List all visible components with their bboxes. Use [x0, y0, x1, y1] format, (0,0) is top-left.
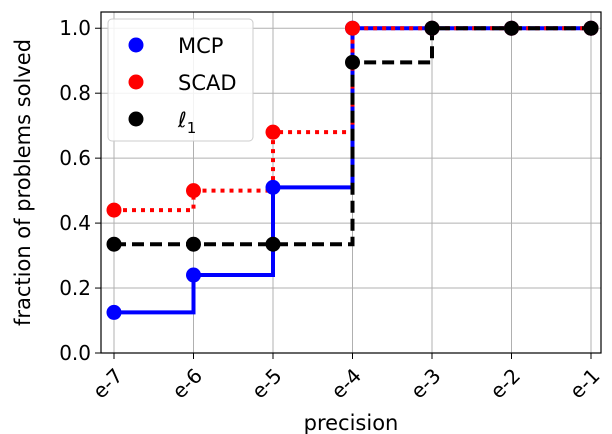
data-point-1: [106, 202, 122, 218]
x-tick-label: e-1: [565, 364, 605, 404]
data-point-2: [583, 20, 599, 36]
x-tick-label: e-4: [326, 364, 366, 404]
y-ticks: 0.0 0.2 0.4 0.6 0.8 1.0: [59, 16, 101, 365]
y-tick-label: 0.4: [59, 211, 91, 235]
legend-label: ℓ1: [177, 108, 196, 137]
data-point-0: [106, 304, 122, 320]
series-points: [106, 20, 599, 320]
legend-marker: [128, 37, 144, 53]
legend-box: [107, 18, 254, 142]
data-point-1: [345, 20, 360, 36]
legend-label: MCP: [178, 34, 223, 58]
x-ticks: e-7 e-6 e-5 e-4 e-3 e-2 e-1: [88, 353, 605, 403]
legend-label: SCAD: [178, 71, 237, 95]
y-tick-label: 1.0: [59, 16, 91, 40]
x-tick-label: e-6: [167, 364, 207, 404]
data-point-2: [504, 20, 519, 36]
x-tick-label: e-5: [247, 364, 287, 404]
plot-frame: [100, 11, 602, 354]
x-tick-label: e-3: [406, 364, 446, 404]
y-tick-label: 0.0: [59, 341, 91, 365]
y-tick-label: 0.2: [59, 276, 91, 300]
data-point-2: [106, 236, 122, 252]
y-tick-label: 0.8: [59, 81, 91, 105]
data-point-2: [345, 54, 360, 70]
legend: MCP SCAD ℓ1: [107, 18, 254, 142]
data-point-2: [424, 20, 440, 36]
data-point-1: [265, 124, 281, 140]
legend-marker: [128, 74, 144, 90]
data-point-0: [265, 179, 281, 195]
legend-marker: [128, 111, 144, 127]
data-point-2: [186, 236, 201, 252]
y-axis-label: fraction of problems solved: [11, 39, 35, 326]
x-axis-label: precision: [304, 411, 399, 434]
x-tick-label: e-2: [485, 364, 525, 404]
x-tick-label: e-7: [88, 364, 128, 404]
data-point-0: [186, 267, 201, 283]
y-tick-label: 0.6: [59, 146, 91, 170]
data-point-2: [265, 236, 281, 252]
data-point-1: [186, 183, 201, 199]
series-line-0: [114, 26, 591, 315]
